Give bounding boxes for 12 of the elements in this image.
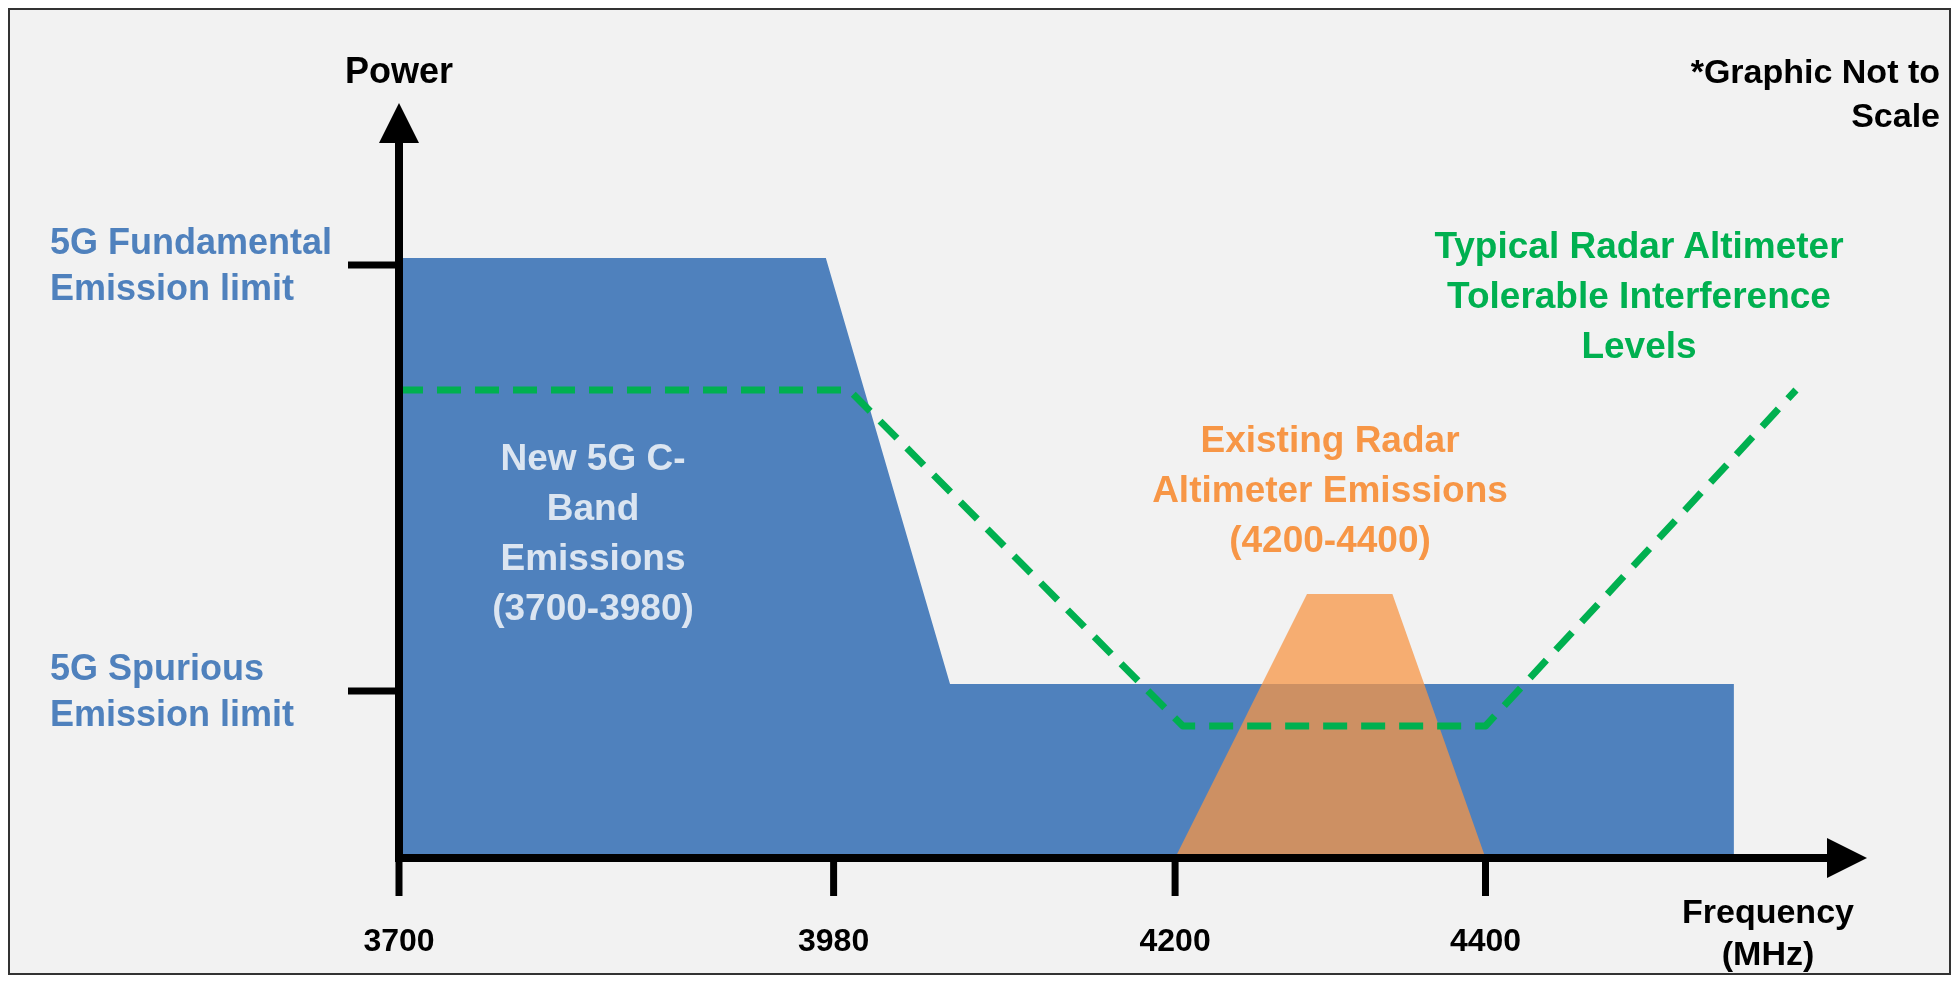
x-tick-label: 4400 [1449,922,1522,958]
text: Existing Radar Altimeter Emissions (4200-4400) [1152,419,1508,560]
text: 5G Spurious Emission limit [50,647,295,734]
x-tick-label: 4200 [1139,922,1211,958]
text: *Graphic Not to Scale [1690,52,1940,134]
x-tick-label: 3700 [363,922,435,958]
x-axis-title: Frequency (MHz) [1682,892,1855,972]
series-label: New 5G C-Band Emissions (3700-3980) [492,437,694,628]
x-tick-label: 3980 [798,922,870,958]
y-axis-title: Power [344,50,454,91]
text: 5G Fundamental Emission limit [50,221,333,308]
series-label: Typical Radar Altimeter Tolerable Interference Levels [1434,225,1844,366]
